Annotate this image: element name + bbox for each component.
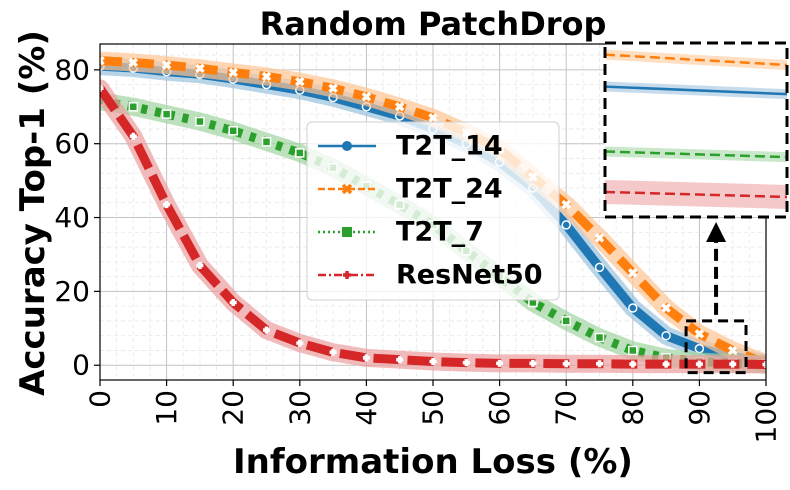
y-tick-label: 0 (72, 349, 90, 382)
data-point-t2t_24 (661, 303, 671, 313)
legend-label-t2t_7: T2T_7 (396, 217, 484, 248)
data-point-t2t_24 (394, 102, 405, 112)
y-tick-label: 40 (54, 201, 90, 234)
data-point-t2t_14 (628, 303, 638, 313)
legend-marker-resnet50 (343, 271, 351, 279)
data-point-t2t_7 (594, 332, 605, 343)
legend-box (306, 121, 560, 301)
data-point-t2t_24 (361, 92, 372, 102)
x-tick-label: 10 (150, 390, 183, 426)
data-point-resnet50 (695, 360, 703, 368)
data-point-t2t_24 (727, 345, 738, 356)
data-point-t2t_7 (161, 109, 172, 119)
data-point-resnet50 (100, 84, 104, 92)
data-point-t2t_24 (261, 71, 272, 82)
data-point-resnet50 (163, 201, 171, 209)
data-point-t2t_24 (228, 67, 238, 78)
data-point-t2t_24 (628, 268, 638, 278)
inset-line-t2t_7 (605, 150, 787, 159)
data-point-t2t_7 (295, 148, 305, 158)
inset-frame (603, 41, 789, 219)
data-point-resnet50 (329, 348, 337, 356)
y-tick-label: 60 (54, 127, 90, 160)
legend-label-t2t_14: T2T_14 (396, 131, 503, 162)
inset-line-resnet50 (605, 190, 787, 199)
data-point-resnet50 (629, 360, 637, 368)
y-tick-label: 80 (54, 53, 90, 86)
x-tick-label: 90 (683, 390, 716, 426)
data-point-t2t_7 (128, 102, 139, 112)
x-tick-label: 100 (750, 390, 783, 443)
data-point-t2t_24 (594, 233, 605, 243)
data-point-t2t_7 (195, 116, 205, 127)
data-point-resnet50 (462, 359, 470, 367)
x-tick-label: 20 (217, 390, 250, 426)
data-point-resnet50 (362, 354, 370, 362)
data-point-t2t_24 (561, 199, 571, 210)
data-point-t2t_7 (561, 316, 571, 326)
data-point-t2t_14 (661, 330, 671, 341)
x-tick-label: 60 (483, 390, 516, 426)
chart-title: Random PatchDrop (260, 5, 607, 43)
data-point-t2t_7 (628, 345, 638, 356)
data-point-t2t_14 (594, 262, 605, 273)
x-tick-label: 80 (616, 390, 649, 426)
data-point-resnet50 (196, 262, 204, 270)
data-point-resnet50 (529, 359, 537, 367)
x-tick-label: 50 (417, 390, 450, 426)
data-point-t2t_7 (228, 126, 238, 136)
data-point-resnet50 (762, 360, 766, 368)
zoom-region-box (684, 319, 748, 375)
x-tick-label: 0 (84, 390, 117, 408)
data-point-resnet50 (562, 360, 570, 368)
data-point-resnet50 (729, 360, 737, 368)
data-point-t2t_24 (161, 60, 172, 70)
data-point-t2t_14 (694, 343, 705, 354)
zoom-arrow-head (706, 222, 727, 242)
data-point-t2t_24 (328, 83, 338, 94)
x-axis-label: Information Loss (%) (233, 442, 633, 482)
data-point-resnet50 (662, 360, 670, 368)
data-point-resnet50 (263, 326, 270, 334)
data-point-t2t_24 (428, 113, 438, 123)
data-point-resnet50 (396, 356, 404, 364)
data-point-t2t_14 (561, 220, 571, 230)
legend-label-resnet50: ResNet50 (396, 260, 543, 291)
y-axis-label: Accuracy Top-1 (%) (13, 30, 53, 396)
legend-marker-t2t_7 (342, 227, 352, 237)
data-point-resnet50 (129, 132, 137, 140)
x-tick-label: 30 (283, 390, 316, 426)
ticks: 0 10 20 30 40 50 60 70 80 90 100 0 20 40 60 80 (54, 53, 782, 443)
x-tick-label: 70 (550, 390, 583, 426)
data-point-resnet50 (229, 298, 237, 306)
data-point-resnet50 (496, 359, 504, 367)
legend-marker-t2t_24 (341, 183, 353, 195)
inset-zoom (603, 41, 789, 219)
data-point-t2t_24 (100, 55, 105, 66)
data-point-t2t_24 (128, 57, 139, 68)
data-point-t2t_24 (295, 76, 305, 87)
legend-marker-t2t_14 (342, 141, 352, 151)
legend: T2T_14 T2T_24 T2T_7 ResNet50 (306, 121, 560, 301)
y-tick-label: 20 (54, 275, 90, 308)
data-point-resnet50 (429, 358, 437, 366)
data-point-t2t_24 (195, 63, 205, 74)
data-point-t2t_7 (261, 137, 272, 147)
inset-line-t2t_14 (605, 85, 787, 96)
data-point-resnet50 (296, 339, 304, 347)
data-point-t2t_24 (694, 329, 705, 339)
inset-line-t2t_24 (605, 53, 787, 67)
x-tick-label: 40 (350, 390, 383, 426)
legend-label-t2t_24: T2T_24 (396, 174, 503, 205)
data-point-resnet50 (596, 360, 603, 368)
